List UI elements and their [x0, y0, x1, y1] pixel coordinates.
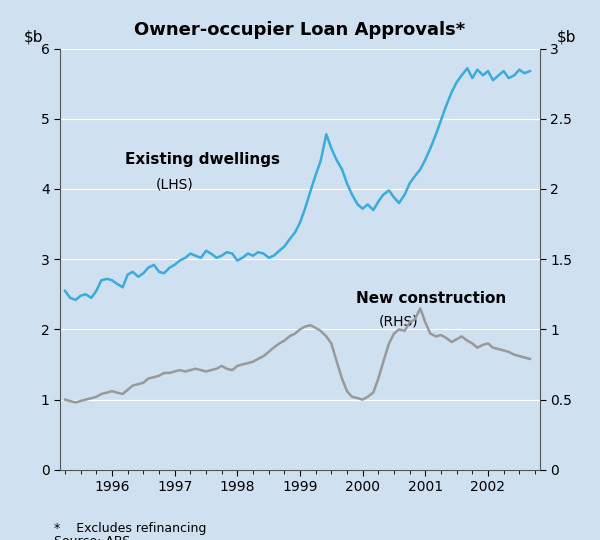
Text: (RHS): (RHS) [379, 315, 418, 329]
Text: New construction: New construction [356, 291, 506, 306]
Text: $b: $b [24, 29, 44, 44]
Text: $b: $b [557, 29, 576, 44]
Text: *    Excludes refinancing: * Excludes refinancing [54, 522, 206, 535]
Text: Source: ABS: Source: ABS [54, 535, 130, 540]
Title: Owner-occupier Loan Approvals*: Owner-occupier Loan Approvals* [134, 21, 466, 39]
Text: (LHS): (LHS) [156, 178, 194, 192]
Text: Existing dwellings: Existing dwellings [125, 152, 280, 167]
